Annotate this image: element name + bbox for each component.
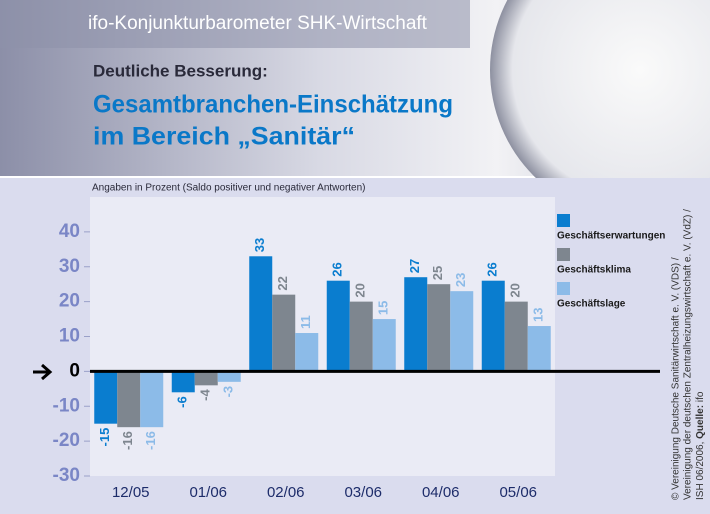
x-tick-label: 05/06: [499, 484, 537, 501]
bar: [217, 371, 241, 382]
value-label: 25: [430, 266, 445, 280]
legend-label: Geschäftslage: [557, 299, 626, 310]
y-tick-label: 20: [59, 291, 80, 312]
bar: [527, 326, 551, 372]
bar: [372, 319, 396, 372]
value-label: 26: [330, 262, 345, 276]
value-label: -4: [198, 389, 213, 401]
value-label: 20: [353, 283, 368, 297]
x-tick-label: 02/06: [267, 484, 305, 501]
y-tick-label: -30: [53, 465, 80, 486]
bar: [194, 371, 218, 386]
bar: [404, 277, 428, 372]
bar: [481, 280, 505, 372]
title: Gesamtbranchen-Einschätzung: [93, 91, 453, 119]
title: im Bereich „Sanitär“: [93, 123, 355, 151]
y-tick-label: 40: [59, 221, 80, 242]
legend-label: Geschäftserwartungen: [557, 231, 665, 242]
value-label: 23: [453, 273, 468, 287]
credit-line: © Vereinigung Deutsche Sanitärwirtschaft…: [671, 257, 682, 500]
y-tick-label: -20: [53, 430, 80, 451]
credit-line: ISH 06/2006,: [695, 442, 706, 500]
bar: [326, 280, 350, 372]
zero-arrow: [33, 363, 53, 381]
value-label: -3: [221, 386, 236, 398]
x-tick-label: 01/06: [189, 484, 227, 501]
value-label: -16: [120, 431, 135, 450]
brand: ifo-Konjunkturbarometer SHK-Wirtschaft: [88, 13, 428, 34]
brand-band: [0, 0, 470, 48]
bar: [272, 294, 296, 372]
note: Angaben in Prozent (Saldo positiver und …: [92, 183, 366, 194]
value-label: 15: [376, 301, 391, 315]
subtitle: Deutliche Besserung:: [93, 61, 268, 80]
source-label: Quelle:: [695, 405, 706, 439]
bar: [295, 333, 319, 372]
bar: [504, 301, 528, 372]
legend-swatch: [557, 282, 570, 295]
value-label: -15: [97, 428, 112, 447]
credit: © Vereinigung Deutsche Sanitärwirtschaft…: [671, 209, 706, 500]
x-tick-label: 12/05: [112, 484, 150, 501]
bar: [140, 371, 164, 428]
plot-bg: [90, 197, 555, 476]
credit-line: Vereinigung der deutschen Zentralheizung…: [683, 209, 694, 500]
bar: [450, 291, 474, 372]
legend-label: Geschäftsklima: [557, 265, 631, 276]
x-tick-label: 03/06: [344, 484, 382, 501]
bar: [249, 256, 273, 372]
credit-line: ISH 06/2006, Quelle: ifo: [695, 391, 706, 500]
gauge-decor: [490, 0, 710, 220]
bar: [117, 371, 141, 428]
value-label: 13: [531, 308, 546, 322]
y-tick-label: 10: [59, 326, 80, 347]
bar: [349, 301, 373, 372]
value-label: -16: [143, 431, 158, 450]
y-tick-label: -10: [53, 395, 80, 416]
x-tick-label: 04/06: [422, 484, 460, 501]
value-label: 33: [252, 238, 267, 252]
legend-swatch: [557, 248, 570, 261]
value-label: 27: [407, 259, 422, 273]
y-tick-label: 0: [69, 360, 80, 381]
bar: [171, 371, 195, 393]
value-label: 26: [485, 262, 500, 276]
source: ifo: [695, 391, 706, 402]
bar: [94, 371, 118, 424]
value-label: 22: [275, 276, 290, 290]
y-tick-label: 30: [59, 256, 80, 277]
value-label: 20: [508, 283, 523, 297]
bar: [427, 284, 451, 372]
value-label: 11: [298, 315, 313, 329]
value-label: -6: [175, 396, 190, 408]
legend-swatch: [557, 214, 570, 227]
